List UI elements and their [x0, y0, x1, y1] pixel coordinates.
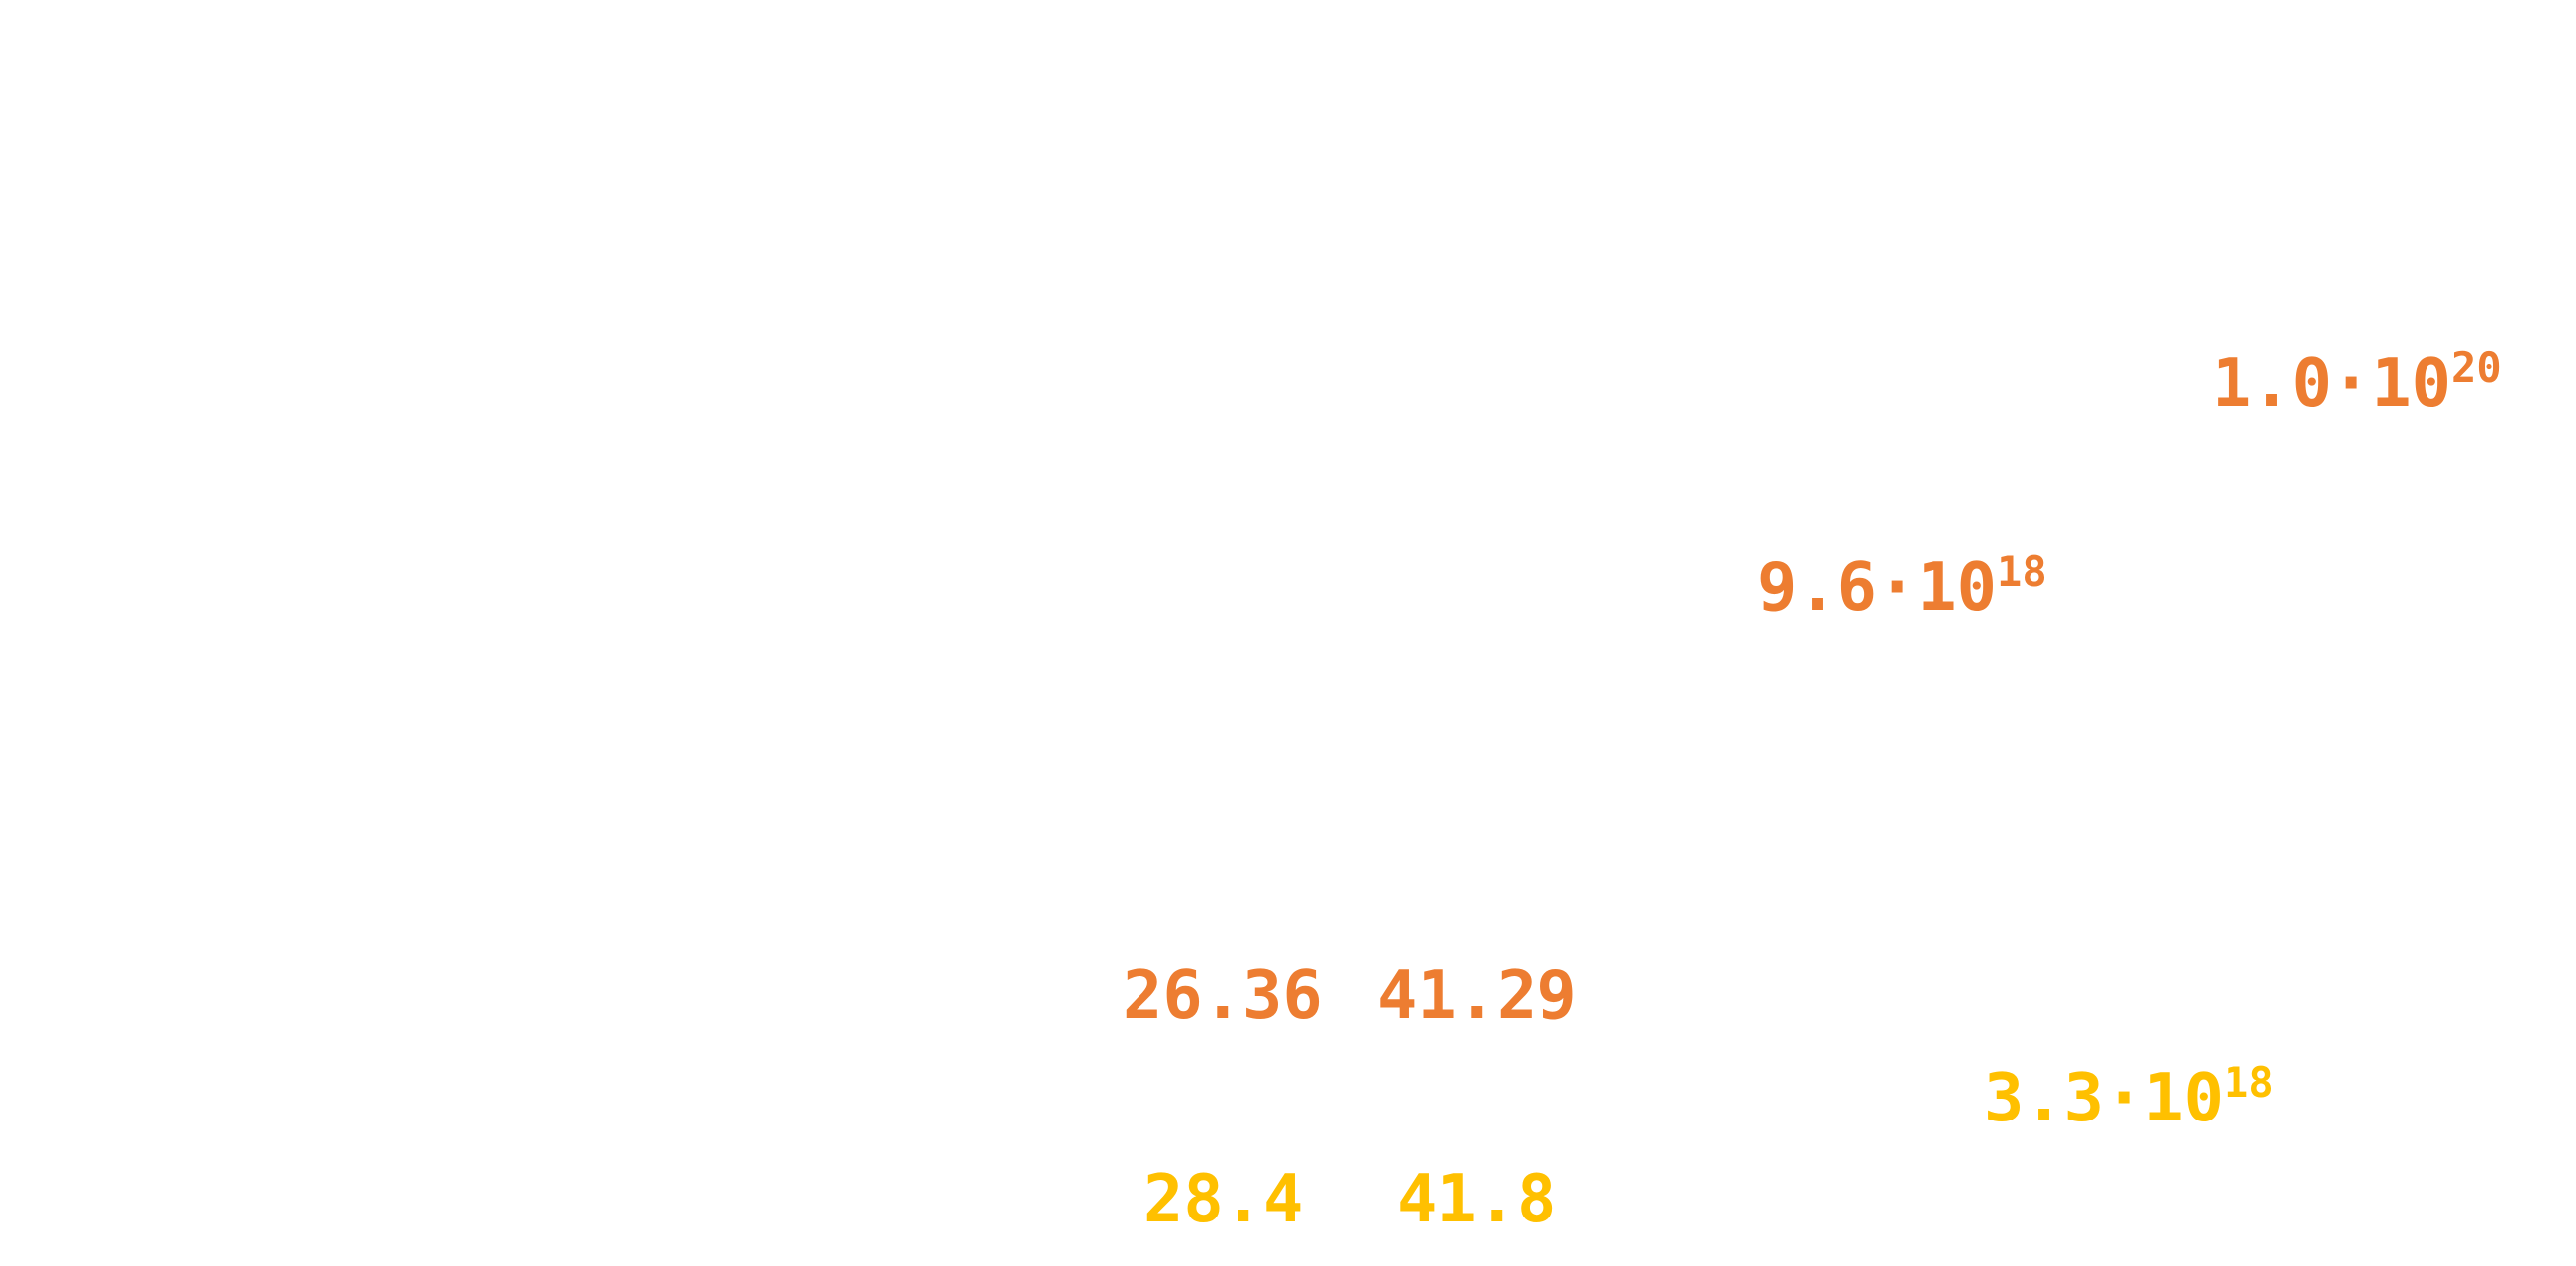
value-label-b: 41.29 [1377, 956, 1577, 1033]
sci-gold-mantissa: 3.3·10 [1984, 1059, 2225, 1136]
value-label-sci-gold: 3.3·1018 [1984, 1062, 2274, 1131]
sci-top-mantissa: 1.0·10 [2212, 344, 2452, 422]
value-label-d: 41.8 [1397, 1160, 1557, 1237]
value-label-sci-mid: 9.6·1018 [1757, 551, 2047, 621]
value-label-c: 28.4 [1143, 1160, 1304, 1237]
sci-mid-exponent: 18 [1997, 547, 2047, 596]
sci-gold-exponent: 18 [2224, 1058, 2274, 1107]
value-label-sci-top: 1.0·1020 [2212, 347, 2502, 417]
sci-top-exponent: 20 [2451, 343, 2502, 392]
value-label-a: 26.36 [1123, 956, 1323, 1033]
sci-mid-mantissa: 9.6·10 [1757, 548, 1998, 626]
